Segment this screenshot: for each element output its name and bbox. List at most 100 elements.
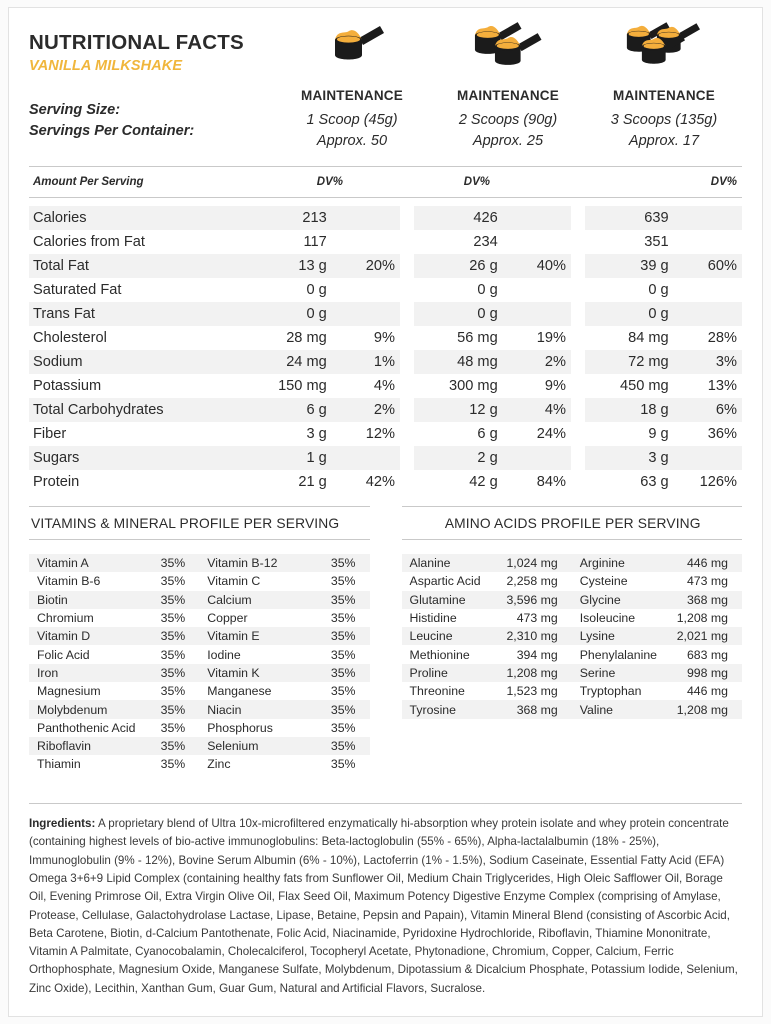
item-value: 394 mg bbox=[516, 647, 558, 662]
item-value: 446 mg bbox=[686, 684, 728, 699]
item-value: 35% bbox=[144, 554, 200, 573]
nutrient-dv-3 bbox=[668, 206, 742, 230]
nutrient-dv-2 bbox=[497, 446, 571, 470]
table-row: Vitamin A 35% Vitamin B-12 35% bbox=[29, 554, 370, 573]
nutrient-value-3: 72 mg bbox=[584, 350, 669, 374]
item-name: Histidine bbox=[409, 611, 457, 626]
ingredients-body: A proprietary blend of Ultra 10x-microfi… bbox=[29, 817, 738, 995]
nutrient-value-3: 3 g bbox=[584, 446, 669, 470]
nutrient-value-1: 3 g bbox=[306, 426, 327, 442]
nutrient-name: Protein bbox=[33, 474, 80, 490]
serving-labels: Serving Size: Servings Per Container: bbox=[29, 100, 274, 142]
nutrient-value-1: 1 g bbox=[243, 446, 327, 470]
dv-header-2: DV% bbox=[463, 176, 490, 188]
item-value: 35% bbox=[314, 554, 370, 573]
servings-per-container-label: Servings Per Container: bbox=[29, 122, 195, 139]
item-value: 998 mg bbox=[669, 663, 742, 683]
item-name: Magnesium bbox=[37, 684, 101, 699]
nutrient-value-2: 0 g bbox=[413, 302, 498, 326]
nutrient-dv-2: 4% bbox=[497, 398, 571, 422]
nutrient-dv-2 bbox=[498, 278, 571, 302]
item-value: 473 mg bbox=[516, 611, 558, 626]
nutrient-dv-1 bbox=[327, 230, 400, 254]
item-value: 368 mg bbox=[669, 590, 742, 609]
nutrient-dv-3: 6% bbox=[668, 398, 742, 422]
item-name: Tyrosine bbox=[401, 700, 500, 719]
item-value: 35% bbox=[144, 663, 200, 683]
item-name: Niacin bbox=[199, 700, 315, 719]
nutrient-dv-2: 2% bbox=[497, 350, 571, 374]
dv-header-3: DV% bbox=[710, 176, 737, 188]
table-row: Histidine 473 mg Isoleucine 1,208 mg bbox=[402, 609, 743, 627]
profile-section-headers: VITAMINS & MINERAL PROFILE PER SERVING A… bbox=[29, 506, 742, 540]
nutrient-dv-1: 2% bbox=[326, 398, 401, 422]
table-row: Saturated Fat 0 g 0 g 0 g bbox=[29, 278, 742, 302]
nutrient-name: Sodium bbox=[29, 350, 244, 374]
nutrient-value-3: 0 g bbox=[584, 302, 669, 326]
table-row: Protein 21 g 42% 42 g 84% 63 g 126% bbox=[29, 470, 742, 494]
nutrient-dv-3 bbox=[669, 230, 742, 254]
nutrient-value-3: 450 mg bbox=[619, 378, 669, 394]
amino-table-wrap: Alanine 1,024 mg Arginine 446 mg Aspartic Ac… bbox=[386, 540, 743, 774]
serving-size-label: Serving Size: bbox=[29, 101, 121, 118]
nutrient-dv-1: 1% bbox=[326, 350, 401, 374]
nutrient-value-1: 0 g bbox=[306, 282, 327, 298]
column-serving-size-1: 1 Scoop (45g) bbox=[306, 112, 398, 128]
item-name: Thiamin bbox=[37, 757, 81, 772]
nutrient-value-3: 18 g bbox=[584, 398, 669, 422]
table-row: Glutamine 3,596 mg Glycine 368 mg bbox=[401, 590, 742, 609]
table-row: Thiamin 35% Zinc 35% bbox=[29, 755, 370, 773]
item-value: 35% bbox=[314, 663, 370, 683]
nutrient-dv-1 bbox=[326, 446, 401, 470]
item-name: Vitamin C bbox=[207, 574, 261, 589]
nutrient-value-1: 117 bbox=[303, 234, 327, 250]
nutrient-value-1: 6 g bbox=[243, 398, 327, 422]
nutrient-value-2: 426 bbox=[413, 206, 498, 230]
ingredients-label: Ingredients: bbox=[29, 817, 96, 831]
table-row: Panthothenic Acid 35% Phosphorus 35% bbox=[29, 719, 370, 737]
item-name: Phenylalanine bbox=[579, 647, 657, 662]
item-name: Vitamin A bbox=[29, 554, 145, 573]
header-divider bbox=[29, 166, 742, 167]
item-name: Vitamin D bbox=[29, 627, 145, 646]
item-value: 35% bbox=[160, 611, 186, 626]
nutrient-value-2: 6 g bbox=[477, 426, 498, 442]
nutrient-value-1: 21 g bbox=[298, 474, 327, 490]
nutrient-value-1: 0 g bbox=[243, 302, 327, 326]
item-value: 35% bbox=[330, 647, 356, 662]
profile-tables: Vitamin A 35% Vitamin B-12 35% Vitamin B-6 35… bbox=[29, 540, 742, 774]
nutrient-dv-3: 60% bbox=[668, 254, 742, 278]
item-name: Copper bbox=[207, 611, 248, 626]
table-row: Proline 1,208 mg Serine 998 mg bbox=[401, 663, 742, 683]
table-row: Aspartic Acid 2,258 mg Cysteine 473 mg bbox=[402, 572, 743, 590]
table-row: Folic Acid 35% Iodine 35% bbox=[29, 645, 370, 663]
item-value: 35% bbox=[330, 574, 356, 589]
item-value: 35% bbox=[144, 590, 200, 609]
amino-title: AMINO ACIDS PROFILE PER SERVING bbox=[444, 516, 701, 531]
nutrient-value-2: 12 g bbox=[413, 398, 498, 422]
nutrient-value-1: 150 mg bbox=[278, 378, 327, 394]
nutrient-dv-3: 126% bbox=[699, 474, 737, 490]
nutrient-value-1: 13 g bbox=[243, 254, 327, 278]
item-value: 35% bbox=[330, 684, 356, 699]
nutrient-name: Sugars bbox=[29, 446, 244, 470]
table-row: Leucine 2,310 mg Lysine 2,021 mg bbox=[401, 627, 742, 646]
nutrient-dv-2: 24% bbox=[536, 426, 566, 442]
item-value: 35% bbox=[160, 647, 186, 662]
item-name: Glutamine bbox=[401, 590, 500, 609]
table-row: Biotin 35% Calcium 35% bbox=[29, 590, 370, 609]
nutrient-dv-1: 20% bbox=[326, 254, 401, 278]
item-value: 2,258 mg bbox=[506, 574, 558, 589]
nutrient-dv-1: 9% bbox=[373, 330, 396, 346]
amount-header-divider bbox=[29, 197, 742, 198]
item-name: Vitamin E bbox=[199, 627, 315, 646]
nutrient-dv-3: 3% bbox=[668, 350, 742, 374]
item-name: Vitamin B-12 bbox=[199, 554, 315, 573]
table-row: Tyrosine 368 mg Valine 1,208 mg bbox=[401, 700, 742, 719]
nutrition-table: Calories 213 426 639 Calories from Fat 117 234… bbox=[29, 206, 742, 494]
item-value: 35% bbox=[160, 574, 186, 589]
table-row: Magnesium 35% Manganese 35% bbox=[29, 682, 370, 700]
table-row: Chromium 35% Copper 35% bbox=[29, 609, 370, 627]
table-row: Alanine 1,024 mg Arginine 446 mg bbox=[401, 554, 742, 573]
item-value: 35% bbox=[160, 757, 186, 772]
